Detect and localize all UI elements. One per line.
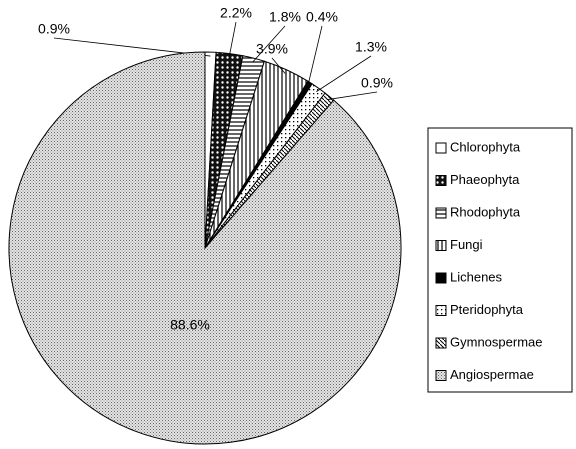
- legend-label: Pteridophyta: [450, 302, 524, 317]
- leader-line: [228, 21, 237, 58]
- legend-box: [427, 127, 573, 393]
- legend-label: Phaeophyta: [450, 172, 520, 187]
- leader-line: [326, 91, 378, 101]
- legend-label: Gymnospermae: [450, 334, 542, 349]
- legend-label: Angiospermae: [450, 367, 534, 382]
- data-label: 88.6%: [170, 317, 210, 333]
- legend-swatch: [435, 370, 447, 381]
- leader-line: [252, 25, 286, 63]
- legend-swatch: [435, 305, 447, 316]
- legend-swatch: [435, 272, 447, 284]
- data-label: 1.8%: [269, 9, 301, 25]
- leader-line: [316, 55, 372, 92]
- data-label: 1.3%: [355, 39, 387, 55]
- pie-slice: [8, 51, 402, 445]
- data-label: 2.2%: [220, 5, 252, 21]
- legend-label: Fungi: [450, 237, 483, 252]
- legend-swatch: [435, 337, 447, 349]
- legend-label: Rhodophyta: [450, 204, 521, 219]
- legend-swatch: [435, 175, 447, 186]
- leader-line: [271, 57, 286, 74]
- legend-swatch: [435, 240, 447, 251]
- data-label: 3.9%: [256, 41, 288, 57]
- legend-label: Lichenes: [450, 269, 503, 284]
- legend: Chlorophyta Phaeophyta Rhodophyta Fungi Lich…: [435, 139, 542, 382]
- data-label: 0.9%: [38, 21, 70, 37]
- data-label: 0.9%: [361, 75, 393, 91]
- data-label: 0.4%: [306, 9, 338, 25]
- legend-swatch: [435, 142, 447, 154]
- legend-label: Chlorophyta: [450, 139, 521, 154]
- legend-swatch: [435, 207, 447, 219]
- leader-line: [307, 25, 323, 86]
